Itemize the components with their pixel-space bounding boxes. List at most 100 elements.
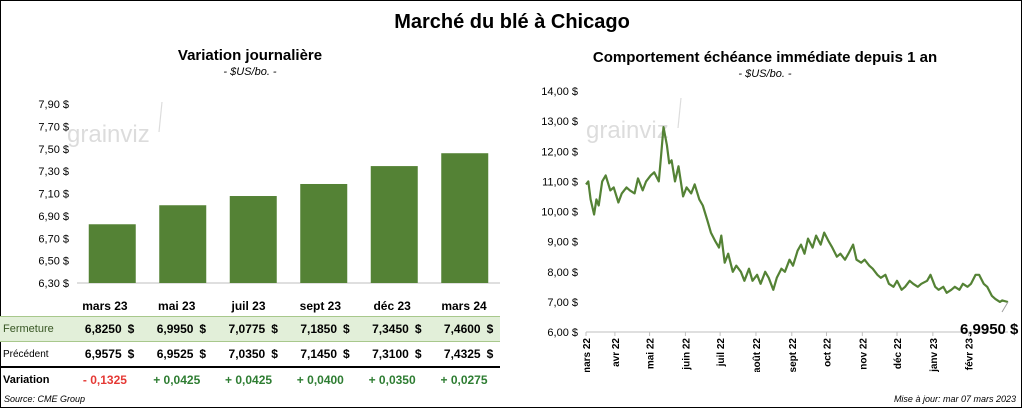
contract-header: sept 23 <box>299 299 341 313</box>
close-value: 7,0775 <box>212 316 270 342</box>
y-tick-label: 6,70 $ <box>38 233 69 245</box>
x-tick-label: avr 22 <box>611 338 622 367</box>
y-tick-label: 7,30 $ <box>38 166 69 178</box>
y-tick-label: 7,70 $ <box>38 121 69 133</box>
y-tick-label: 6,00 $ <box>547 327 578 339</box>
close-value: 6,8250 <box>69 316 126 342</box>
x-tick-label: mai 22 <box>646 338 657 370</box>
bar <box>88 224 136 283</box>
x-tick-label: juin 22 <box>681 338 692 371</box>
update-note: Mise à jour: mar 07 mars 2023 <box>893 394 1016 404</box>
currency-symbol: $ <box>412 316 429 342</box>
previous-value: 7,4325 <box>428 341 485 368</box>
previous-value: 6,9525 <box>140 341 198 368</box>
source-note: Source: CME Group <box>4 394 86 404</box>
last-price-label: 6,9950 $ <box>960 321 1019 338</box>
x-tick-label: déc 22 <box>893 338 904 370</box>
y-tick-label: 12,00 $ <box>541 146 578 158</box>
bar <box>159 205 207 283</box>
last-price-leader <box>1001 301 1009 313</box>
close-value: 7,1850 <box>284 316 342 342</box>
close-value: 7,3450 <box>356 316 413 342</box>
close-value: 7,4600 <box>428 316 485 342</box>
variation-row-label: Variation <box>3 374 50 386</box>
watermark-text: grainviz <box>586 117 669 144</box>
contract-header: mars 24 <box>441 299 487 313</box>
variation-value: - 0,1325 <box>82 373 127 387</box>
watermark-stroke <box>158 101 163 133</box>
contract-header: déc 23 <box>373 299 411 313</box>
y-tick-label: 6,50 $ <box>38 256 69 268</box>
price-table: mars 23 mai 23 juil 23 sept 23 déc 23 ma… <box>0 296 500 392</box>
variation-value: + 0,0425 <box>153 373 201 387</box>
watermark-text: grainviz <box>67 121 150 148</box>
line-chart: 6,00 $ 7,00 $ 8,00 $ 9,00 $ 10,00 $ 11,00 $ 12… <box>541 86 1009 372</box>
currency-symbol: $ <box>125 341 141 368</box>
previous-value: 7,3100 <box>356 341 413 368</box>
variation-value: + 0,0425 <box>225 373 273 387</box>
bar <box>229 196 277 283</box>
variation-row: Variation - 0,1325 + 0,0425 + 0,0425 + 0… <box>0 367 500 392</box>
price-series-line <box>585 126 1009 304</box>
y-tick-label: 11,00 $ <box>542 176 578 188</box>
contract-header: juil 23 <box>231 299 266 313</box>
previous-row: Précédent 6,9575 $ 6,9525 $ 7,0350 $ 7,1450… <box>0 341 500 368</box>
y-tick-label: 6,90 $ <box>38 211 69 223</box>
bar <box>441 153 489 283</box>
line-chart-unit: - $US/bo. - <box>738 68 792 80</box>
currency-symbol: $ <box>269 341 285 368</box>
currency-symbol: $ <box>412 341 429 368</box>
y-tick-label: 7,90 $ <box>38 99 69 111</box>
previous-row-label: Précédent <box>0 341 70 368</box>
grainviz-logo: grainviz <box>586 97 682 144</box>
y-tick-label: 9,00 $ <box>547 237 578 249</box>
currency-symbol: $ <box>484 341 500 368</box>
grainviz-logo: grainviz <box>67 101 163 148</box>
x-tick-label: août 22 <box>752 338 763 372</box>
x-tick-label: nov 22 <box>858 338 869 370</box>
contract-header: mars 23 <box>82 299 128 313</box>
close-row: Fermeture 6,8250 $ 6,9950 $ 7,0775 $ 7,1850… <box>0 316 500 342</box>
currency-symbol: $ <box>484 316 500 342</box>
currency-symbol: $ <box>125 316 141 342</box>
line-chart-title: Comportement échéance immédiate depuis 1… <box>592 49 938 66</box>
bar-chart: 6,30 $ 6,50 $ 6,70 $ 6,90 $ 7,10 $ 7,30 $ 7,50… <box>38 99 500 290</box>
table-header-row: mars 23 mai 23 juil 23 sept 23 déc 23 ma… <box>0 296 500 317</box>
watermark-stroke <box>677 97 682 129</box>
variation-value: + 0,0400 <box>296 373 344 387</box>
previous-value: 7,0350 <box>212 341 270 368</box>
y-tick-label: 6,30 $ <box>38 278 69 290</box>
x-tick-label: juil 22 <box>716 338 727 368</box>
y-tick-label: 8,00 $ <box>547 267 578 279</box>
table-corner <box>0 296 69 317</box>
currency-symbol: $ <box>341 316 357 342</box>
x-tick-label: févr 23 <box>965 338 976 371</box>
x-tick-label: oct 22 <box>822 338 833 367</box>
y-tick-label: 7,50 $ <box>38 144 69 156</box>
bar <box>370 166 418 283</box>
currency-symbol: $ <box>341 341 357 368</box>
y-tick-label: 7,10 $ <box>38 189 69 201</box>
x-tick-label: sept 22 <box>788 338 799 372</box>
previous-value: 6,9575 <box>69 341 126 368</box>
currency-symbol: $ <box>197 316 213 342</box>
y-tick-label: 13,00 $ <box>541 116 578 128</box>
x-tick-label: mars 22 <box>582 338 593 372</box>
currency-symbol: $ <box>197 341 213 368</box>
close-value: 6,9950 <box>140 316 198 342</box>
x-tick-label: janv 23 <box>929 338 940 372</box>
y-tick-label: 7,00 $ <box>547 297 578 309</box>
bar-chart-unit: - $US/bo. - <box>223 66 277 78</box>
variation-value: + 0,0350 <box>368 373 416 387</box>
contract-header: mai 23 <box>158 299 196 313</box>
variation-value: + 0,0275 <box>440 373 488 387</box>
page-title: Marché du blé à Chicago <box>394 11 630 33</box>
y-tick-label: 10,00 $ <box>541 207 578 219</box>
close-row-label: Fermeture <box>0 316 70 342</box>
y-tick-label: 14,00 $ <box>541 86 578 98</box>
bar-chart-title: Variation journalière <box>177 47 323 64</box>
currency-symbol: $ <box>269 316 285 342</box>
previous-value: 7,1450 <box>284 341 342 368</box>
bar <box>300 183 348 283</box>
